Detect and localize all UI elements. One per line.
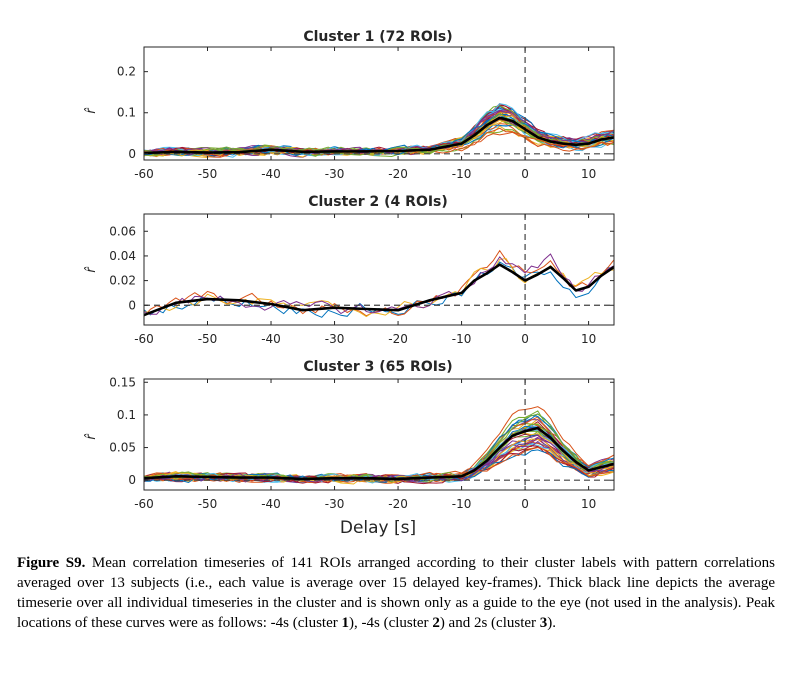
x-tick-label: 0 bbox=[521, 332, 529, 346]
roi-series-line bbox=[144, 127, 614, 157]
x-tick-label: -30 bbox=[325, 497, 345, 511]
series-layer bbox=[144, 47, 614, 160]
x-tick-label: -40 bbox=[261, 167, 281, 181]
series-layer bbox=[144, 379, 614, 490]
x-axis-label: Delay [s] bbox=[340, 518, 416, 538]
mean-series-line bbox=[144, 426, 614, 481]
panel-cluster-2: Cluster 2 (4 ROIs) r̂ -60 -50 -40 -30 -20 -10… bbox=[84, 194, 615, 346]
caption-cluster-ref: 3 bbox=[539, 615, 548, 631]
roi-series-line bbox=[144, 425, 614, 483]
x-tick-label: 0 bbox=[521, 497, 529, 511]
x-tick-label: -60 bbox=[134, 332, 154, 346]
x-tick-label: 10 bbox=[581, 497, 596, 511]
series-layer bbox=[144, 214, 614, 325]
y-tick-label: 0.05 bbox=[109, 441, 136, 455]
roi-series-line bbox=[144, 253, 614, 315]
x-tick-label: -10 bbox=[452, 332, 472, 346]
panel-cluster-3: Cluster 3 (65 ROIs) r̂ -60 -50 -40 -30 -20 -1… bbox=[84, 359, 615, 538]
y-tick-label: 0 bbox=[128, 473, 136, 487]
y-tick-label: 0 bbox=[128, 298, 136, 312]
x-tick-label: 10 bbox=[581, 167, 596, 181]
y-tick-label: 0.2 bbox=[117, 65, 136, 79]
x-tick-label: -10 bbox=[452, 167, 472, 181]
caption-text: ), -4s (cluster bbox=[349, 615, 433, 631]
y-axis-label: r̂ bbox=[84, 266, 99, 273]
plot-frame bbox=[143, 213, 615, 326]
x-tick-label: -60 bbox=[134, 167, 154, 181]
mean-series-line bbox=[144, 116, 614, 155]
y-tick-label: 0.1 bbox=[117, 106, 136, 120]
y-tick-label: 0.02 bbox=[109, 274, 136, 288]
x-tick-label: 10 bbox=[581, 332, 596, 346]
panel-title: Cluster 2 (4 ROIs) bbox=[308, 194, 448, 210]
axis-layer: -60 -50 -40 -30 -20 -10 0 10 0 0.1 0.2 bbox=[117, 46, 615, 181]
panel-title: Cluster 3 (65 ROIs) bbox=[303, 359, 452, 375]
x-tick-label: -50 bbox=[198, 332, 218, 346]
axis-layer: -60 -50 -40 -30 -20 -10 0 10 0 0.05 0.1 0.15 bbox=[109, 375, 615, 511]
x-tick-label: -50 bbox=[198, 497, 218, 511]
x-tick-label: -40 bbox=[261, 497, 281, 511]
x-tick-label: 0 bbox=[521, 167, 529, 181]
mean-series-line bbox=[144, 263, 614, 317]
y-tick-label: 0.1 bbox=[117, 408, 136, 422]
y-axis-label: r̂ bbox=[84, 433, 99, 440]
x-tick-label: -40 bbox=[261, 332, 281, 346]
x-tick-label: -30 bbox=[325, 332, 345, 346]
plot-frame bbox=[143, 378, 615, 491]
roi-series-line bbox=[144, 105, 614, 156]
y-tick-label: 0.15 bbox=[109, 375, 136, 389]
x-tick-label: -30 bbox=[325, 167, 345, 181]
caption-cluster-ref: 2 bbox=[432, 615, 440, 631]
x-tick-label: -20 bbox=[388, 332, 408, 346]
x-tick-label: -20 bbox=[388, 497, 408, 511]
x-tick-label: -50 bbox=[198, 167, 218, 181]
x-tick-label: -10 bbox=[452, 497, 472, 511]
figure-panels: Cluster 1 (72 ROIs) r̂ -60 -50 -40 -30 -20 -1… bbox=[84, 29, 615, 538]
caption-label: Figure S9. bbox=[17, 555, 86, 571]
x-tick-label: -20 bbox=[388, 167, 408, 181]
caption-text: Mean correlation timeseries of 141 ROIs … bbox=[17, 555, 775, 631]
plot-frame bbox=[143, 46, 615, 161]
caption-text: ). bbox=[547, 615, 557, 631]
panel-title: Cluster 1 (72 ROIs) bbox=[303, 29, 452, 45]
roi-series-line bbox=[144, 103, 614, 155]
y-tick-label: 0.06 bbox=[109, 224, 136, 238]
y-axis-label: r̂ bbox=[84, 107, 99, 114]
caption-cluster-ref: 1 bbox=[341, 615, 350, 631]
caption-text: ) and 2s (cluster bbox=[439, 615, 540, 631]
axis-layer: -60 -50 -40 -30 -20 -10 0 10 0 0.02 0.04 0.06 bbox=[109, 213, 615, 346]
x-tick-label: -60 bbox=[134, 497, 154, 511]
panel-cluster-1: Cluster 1 (72 ROIs) r̂ -60 -50 -40 -30 -20 -1… bbox=[84, 29, 615, 181]
y-tick-label: 0 bbox=[128, 147, 136, 161]
figure-caption: Figure S9. Mean correlation timeseries o… bbox=[17, 553, 775, 633]
y-tick-label: 0.04 bbox=[109, 249, 136, 263]
